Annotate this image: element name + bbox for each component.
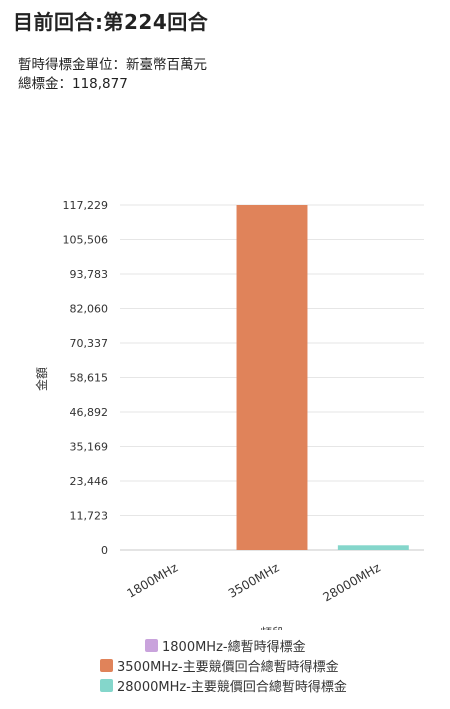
x-tick-labels: 1800MHz 3500MHz 28000MHz [124, 560, 382, 604]
legend-item-28000[interactable]: 28000MHz-主要競價回合總暫時得標金 [100, 676, 347, 695]
y-tick-label: 105,506 [63, 234, 109, 247]
y-tick-label: 23,446 [70, 475, 109, 488]
y-tick-label: 82,060 [70, 303, 109, 316]
legend-label-28000: 28000MHz-主要競價回合總暫時得標金 [117, 680, 347, 695]
y-tick-label: 35,169 [70, 441, 109, 454]
y-tick-label: 117,229 [63, 199, 109, 212]
bar-chart: 0 11,723 23,446 35,169 46,892 58,615 70,337 82,… [34, 199, 424, 630]
y-axis-title: 金額 [34, 367, 49, 391]
y-tick-label: 11,723 [70, 510, 109, 523]
y-tick-label: 70,337 [70, 337, 109, 350]
bar-3500mhz[interactable] [236, 205, 308, 550]
legend-item-1800[interactable]: 1800MHz-總暫時得標金 [145, 636, 306, 655]
round-title: 目前回合:第224回合 [13, 10, 209, 34]
unit-text: 暫時得標金單位：新臺幣百萬元 [18, 57, 207, 73]
y-tick-labels: 0 11,723 23,446 35,169 46,892 58,615 70,337 82,… [63, 199, 109, 557]
bar-28000mhz[interactable] [337, 545, 409, 550]
bars [236, 205, 409, 550]
y-tick-label: 46,892 [70, 406, 109, 419]
y-tick-label: 0 [101, 544, 108, 557]
legend-swatch-1800 [145, 639, 158, 652]
x-axis-title: 頻段 [260, 625, 284, 630]
x-tick-label: 28000MHz [321, 560, 383, 604]
legend-swatch-28000 [100, 679, 113, 692]
legend-item-3500[interactable]: 3500MHz-主要競價回合總暫時得標金 [100, 656, 339, 675]
legend-label-3500: 3500MHz-主要競價回合總暫時得標金 [117, 660, 339, 675]
legend-label-1800: 1800MHz-總暫時得標金 [162, 640, 306, 655]
total-bid-text: 總標金：118,877 [18, 76, 128, 92]
x-tick-label: 3500MHz [226, 560, 282, 600]
y-tick-label: 93,783 [70, 268, 109, 281]
x-tick-label: 1800MHz [124, 560, 180, 600]
legend-swatch-3500 [100, 659, 113, 672]
y-tick-label: 58,615 [70, 372, 109, 385]
